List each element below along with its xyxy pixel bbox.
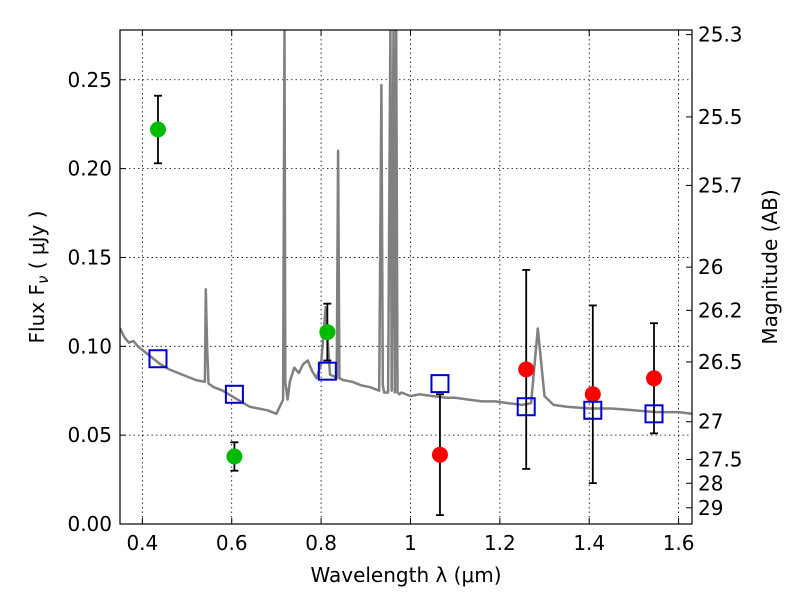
y-axis-label-sub: ν <box>34 276 52 284</box>
x-tick-label: 1.2 <box>484 531 516 555</box>
x-tick-label: 0.6 <box>216 531 248 555</box>
right-tick-label: 25.5 <box>698 105 743 129</box>
right-tick-label: 25.7 <box>698 173 743 197</box>
data-point-circle <box>431 446 448 463</box>
x-tick-label: 1.6 <box>663 531 695 555</box>
y-tick-label: 0.05 <box>67 423 112 447</box>
right-tick-label: 29 <box>698 496 723 520</box>
y-tick-label: 0.20 <box>67 157 112 181</box>
y-tick-label: 0.10 <box>67 334 112 358</box>
axis-labels: 0.4 0.6 0.8 1 1.2 1.4 1.6 0.00 0.05 0.10 0.15 0.20 0… <box>67 23 742 555</box>
right-axis-label: Magnitude (AB) <box>758 189 782 344</box>
data-point-square <box>583 400 603 420</box>
right-tick-label: 26 <box>698 255 723 279</box>
data-point-square <box>317 361 337 381</box>
data-point-circle <box>646 370 663 387</box>
right-tick-label: 25.3 <box>698 23 743 47</box>
plot-area <box>120 30 692 416</box>
y-axis-label-unit: ( μJy ) <box>25 211 49 276</box>
right-tick-label: 28 <box>698 471 723 495</box>
x-tick-label: 0.4 <box>126 531 158 555</box>
data-point-square <box>644 404 664 424</box>
model-spectrum-line <box>120 30 692 416</box>
data-point-square <box>516 397 536 417</box>
y-axis-label: Flux Fν ( μJy ) <box>25 211 52 344</box>
right-tick-label: 27.5 <box>698 447 743 471</box>
right-tick-label: 27 <box>698 410 723 434</box>
x-axis-label: Wavelength λ (μm) <box>310 563 501 587</box>
x-tick-label: 1 <box>404 531 417 555</box>
data-point-square <box>224 384 244 404</box>
data-point-circle <box>149 121 166 138</box>
right-tick-label: 26.2 <box>698 298 743 322</box>
axis-ticks <box>120 30 692 525</box>
data-point-circle <box>584 386 601 403</box>
y-tick-label: 0.00 <box>67 512 112 536</box>
y-tick-label: 0.25 <box>67 68 112 92</box>
x-tick-label: 1.4 <box>573 531 605 555</box>
data-point-circle <box>226 448 243 465</box>
data-point-square <box>430 374 450 394</box>
data-point-circle <box>518 361 535 378</box>
data-point-circle <box>319 324 336 341</box>
x-tick-label: 0.8 <box>305 531 337 555</box>
y-tick-label: 0.15 <box>67 245 112 269</box>
data-point-square <box>148 349 168 369</box>
data-markers <box>148 94 664 517</box>
y-axis-label-main: Flux F <box>25 284 49 343</box>
right-tick-label: 26.5 <box>698 350 743 374</box>
plot-frame <box>119 29 693 525</box>
